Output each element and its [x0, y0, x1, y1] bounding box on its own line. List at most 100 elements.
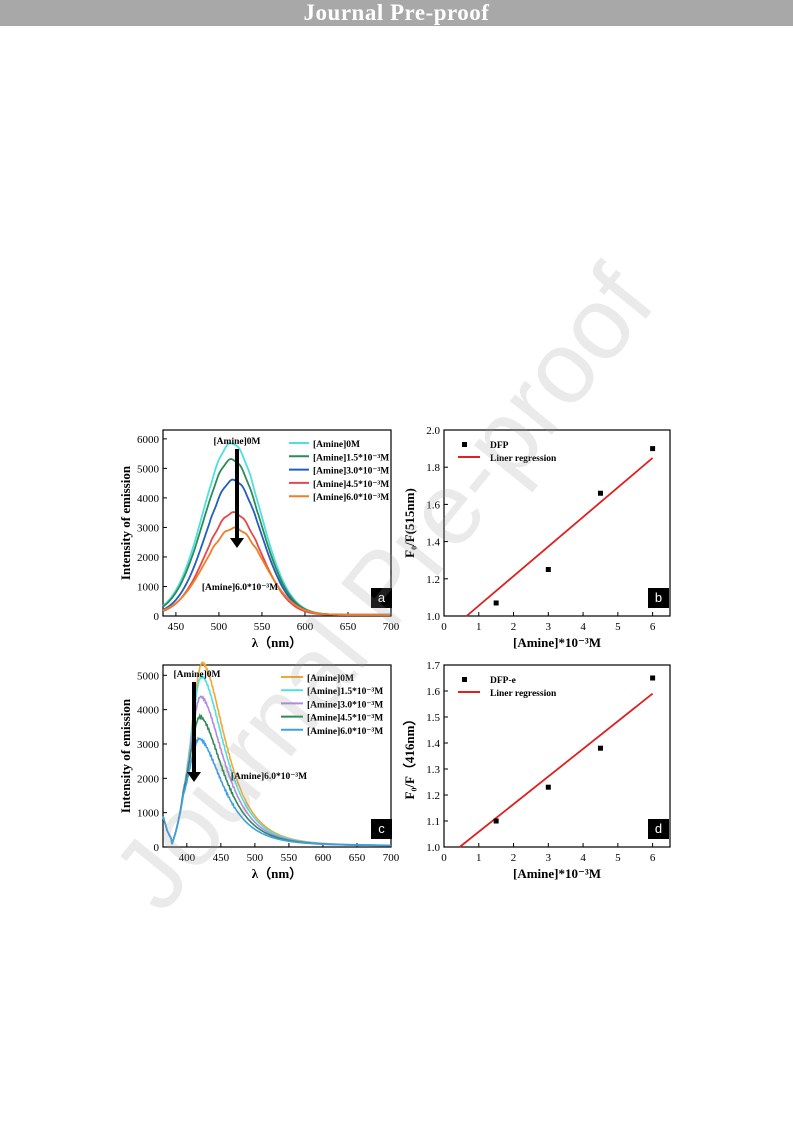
legend-marker	[462, 677, 467, 682]
y-tick-label: 0	[154, 842, 160, 854]
legend-label: [Amine]1.5*10⁻³M	[313, 453, 389, 463]
data-point	[650, 675, 656, 681]
y-tick-label: 3000	[137, 739, 160, 751]
panel-c-frame	[162, 664, 392, 848]
y-tick-label: 1.4	[426, 537, 440, 549]
y-tick-label: 1.2	[426, 790, 440, 802]
x-tick-label: 500	[247, 852, 264, 864]
x-tick-label: 700	[383, 852, 400, 864]
x-tick-label: 600	[297, 621, 314, 633]
panel-letter-badge	[648, 588, 669, 608]
regression-line	[466, 457, 654, 617]
legend-label: DFP-e	[490, 676, 516, 686]
y-axis-label: Intensity of emission	[118, 465, 133, 580]
x-tick-label: 650	[349, 852, 366, 864]
y-tick-label: 1000	[137, 581, 160, 593]
x-tick-label: 6	[650, 852, 656, 864]
banner-title: Journal Pre-proof	[303, 0, 490, 25]
x-tick-label: 0	[441, 621, 447, 633]
y-tick-label: 1.0	[426, 842, 440, 854]
legend-label: DFP	[490, 441, 509, 451]
x-tick-label: 450	[213, 852, 230, 864]
data-point	[650, 446, 656, 452]
journal-banner: Journal Pre-proof	[0, 0, 793, 26]
y-tick-label: 3000	[137, 522, 160, 534]
x-tick-label: 3	[546, 621, 552, 633]
y-tick-label: 0	[154, 611, 160, 623]
data-point	[545, 567, 551, 572]
annotation-bottom: [Amine]6.0*10⁻³M	[202, 583, 278, 593]
y-axis-label: Intensity of emission	[118, 698, 133, 813]
legend-label: [Amine]0M	[313, 440, 360, 450]
x-tick-label: 0	[441, 852, 447, 864]
legend-marker	[462, 442, 467, 447]
x-tick-label: 4	[580, 621, 586, 633]
panel-b-frame	[443, 429, 671, 617]
x-tick-label: 450	[168, 621, 185, 633]
panel-letter: b	[655, 590, 662, 605]
x-tick-label: 2	[511, 852, 517, 864]
x-tick-label: 1	[476, 621, 482, 633]
x-tick-label: 600	[315, 852, 332, 864]
y-tick-label: 2000	[137, 552, 160, 564]
y-tick-label: 1.0	[426, 611, 440, 623]
legend-label: [Amine]0M	[307, 674, 354, 684]
legend-label: [Amine]4.5*10⁻³M	[313, 480, 389, 490]
panel-letter: c	[378, 821, 385, 836]
panel-d-frame	[443, 664, 671, 848]
series-line	[162, 526, 391, 616]
data-point	[597, 490, 603, 496]
legend-label: Liner regression	[490, 454, 557, 464]
y-tick-label: 1.6	[426, 499, 440, 511]
y-tick-label: 1.2	[426, 574, 440, 586]
y-tick-label: 1.1	[426, 816, 440, 828]
x-tick-label: 550	[281, 852, 298, 864]
y-tick-label: 5000	[137, 670, 160, 682]
annotation-top: [Amine]0M	[214, 437, 261, 447]
y-tick-label: 1.3	[426, 764, 440, 776]
x-tick-label: 4	[580, 852, 586, 864]
x-tick-label: 1	[476, 852, 482, 864]
y-tick-label: 1.8	[426, 462, 440, 474]
y-tick-label: 2.0	[426, 425, 440, 437]
legend-label: [Amine]6.0*10⁻³M	[307, 727, 383, 737]
y-tick-label: 4000	[137, 493, 160, 505]
panel-letter: a	[378, 590, 386, 605]
legend-label: [Amine]3.0*10⁻³M	[307, 700, 383, 710]
panel-letter-badge	[648, 819, 669, 839]
y-tick-label: 2000	[137, 773, 160, 785]
x-tick-label: 700	[383, 621, 400, 633]
annotation-bottom: [Amine]6.0*10⁻³M	[231, 772, 307, 782]
x-axis-label: [Amine]*10⁻³M	[513, 635, 601, 650]
panel-letter-badge	[371, 819, 392, 839]
annotation-top: [Amine]0M	[174, 670, 221, 680]
quench-arrow-head	[187, 772, 201, 782]
legend-label: [Amine]6.0*10⁻³M	[313, 493, 389, 503]
y-axis-label: F₀/F(515nm)	[402, 488, 417, 558]
x-tick-label: 650	[340, 621, 357, 633]
regression-line	[459, 692, 654, 848]
data-point	[493, 818, 499, 824]
data-point	[493, 600, 499, 606]
x-tick-label: 3	[546, 852, 552, 864]
quench-arrow-head	[230, 538, 244, 548]
x-tick-label: 400	[179, 852, 196, 864]
y-tick-label: 1000	[137, 808, 160, 820]
x-axis-label: λ（nm）	[252, 635, 302, 650]
x-axis-label: [Amine]*10⁻³M	[513, 866, 601, 881]
panel-letter: d	[655, 821, 662, 836]
legend-label: [Amine]3.0*10⁻³M	[313, 467, 389, 477]
data-point	[545, 784, 551, 790]
x-tick-label: 6	[650, 621, 656, 633]
y-tick-label: 4000	[137, 705, 160, 717]
y-tick-label: 1.4	[426, 738, 440, 750]
legend-label: [Amine]1.5*10⁻³M	[307, 687, 383, 697]
legend-label: [Amine]4.5*10⁻³M	[307, 714, 383, 724]
y-tick-label: 1.5	[426, 712, 440, 724]
y-tick-label: 6000	[137, 434, 160, 446]
x-tick-label: 500	[211, 621, 228, 633]
x-axis-label: λ（nm）	[252, 866, 302, 881]
x-tick-label: 5	[615, 621, 621, 633]
x-tick-label: 2	[511, 621, 517, 633]
